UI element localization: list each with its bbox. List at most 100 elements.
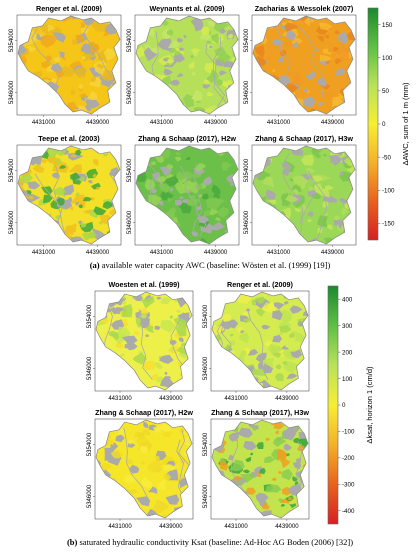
- map-fill: [96, 292, 192, 390]
- y-tick-label: 5346000: [87, 356, 93, 380]
- panel-a-colorbar-label: ΔAWC, sum of 1 m (mm): [401, 82, 410, 166]
- a-map-6: Zhang & Schaap (2017), H3w 5354000 5346000…: [244, 134, 357, 256]
- y-tick-label: 5354000: [9, 28, 15, 52]
- y-tick-label: 5346000: [9, 80, 15, 104]
- x-tick-label: 4431000: [32, 120, 56, 126]
- panel-b-maps: Woesten et al. (1999) 5354000 5346000 44310…: [87, 280, 310, 530]
- y-tick-label: 5346000: [244, 80, 250, 104]
- map-frame: [94, 290, 194, 392]
- panel-b-caption-text: saturated hydraulic conductivity Ksat (b…: [77, 537, 353, 547]
- x-tick-label: 4439000: [204, 120, 228, 126]
- y-tick-label: 5354000: [244, 28, 250, 52]
- a-map-2: Weynants et al. (2009) 5354000 5346000 4431…: [127, 4, 240, 126]
- map-fill: [18, 16, 120, 114]
- map-title: Zhang & Schaap (2017), H2w: [138, 134, 236, 143]
- panel-a-maps: Renger et al. (2009) 5354000 5346000 443100…: [9, 4, 357, 256]
- x-tick-label: 4431000: [224, 524, 248, 530]
- x-tick-label: 4439000: [321, 250, 345, 256]
- y-tick-label: 5354000: [203, 432, 209, 456]
- b-map-4: Zhang & Schaap (2017), H3w 5354000 5346000…: [203, 408, 310, 530]
- y-tick-label: 5346000: [203, 484, 209, 508]
- colorbar-tick-label: -200: [342, 455, 355, 462]
- map-fill: [212, 292, 308, 390]
- x-tick-label: 4439000: [275, 524, 299, 530]
- map-title: Renger et al. (2009): [36, 4, 103, 13]
- map-fill: [136, 146, 238, 244]
- map-fill: [212, 420, 308, 518]
- x-tick-label: 4431000: [108, 396, 132, 402]
- colorbar-tick-label: 100: [342, 376, 353, 383]
- b-map-1: Woesten et al. (1999) 5354000 5346000 44310…: [87, 280, 194, 402]
- map-fill: [96, 420, 192, 518]
- colorbar-tick-label: -100: [342, 429, 355, 436]
- y-tick-label: 5346000: [127, 80, 133, 104]
- panel-a-colorbar-ticks: 150 100 50 0 -50 -100 -150: [378, 22, 395, 228]
- x-tick-label: 4431000: [224, 396, 248, 402]
- map-title: Zhang & Schaap (2017), H3w: [211, 408, 309, 417]
- map-title: Weynants et al. (2009): [150, 4, 226, 13]
- y-tick-label: 5354000: [127, 28, 133, 52]
- map-frame: [16, 144, 122, 246]
- x-tick-label: 4431000: [32, 250, 56, 256]
- x-tick-label: 4431000: [267, 250, 291, 256]
- map-title: Zhang & Schaap (2017), H2w: [95, 408, 193, 417]
- x-tick-label: 4439000: [159, 396, 183, 402]
- colorbar-tick-label: -150: [382, 221, 395, 228]
- colorbar-tick-label: 300: [342, 323, 353, 330]
- x-tick-label: 4439000: [275, 396, 299, 402]
- panel-a-colorbar: 150 100 50 0 -50 -100 -150 ΔAWC, sum of 1 m (m…: [367, 7, 410, 241]
- map-title: Renger et al. (2009): [227, 280, 294, 289]
- map-title: Zacharias & Wessolek (2007): [255, 4, 354, 13]
- map-fill: [136, 16, 238, 114]
- map-frame: [210, 290, 310, 392]
- colorbar-tick-label: -50: [382, 154, 392, 161]
- x-tick-label: 4439000: [86, 250, 110, 256]
- y-tick-label: 5346000: [87, 484, 93, 508]
- y-tick-label: 5354000: [87, 432, 93, 456]
- map-fill: [253, 146, 355, 244]
- panel-b-colorbar-label: Δksat, horizon 1 (cm/d): [365, 366, 374, 444]
- colorbar-tick-label: 200: [342, 349, 353, 356]
- map-frame: [210, 418, 310, 520]
- y-tick-label: 5354000: [87, 304, 93, 328]
- map-frame: [251, 144, 357, 246]
- a-map-5: Zhang & Schaap (2017), H2w 5354000 5346000…: [127, 134, 240, 256]
- x-tick-label: 4439000: [321, 120, 345, 126]
- b-map-2: Renger et al. (2009) 5354000 5346000 443100…: [203, 280, 310, 402]
- y-tick-label: 5346000: [244, 210, 250, 234]
- x-tick-label: 4431000: [267, 120, 291, 126]
- panel-a-caption-letter: (a): [90, 260, 100, 270]
- y-tick-label: 5354000: [127, 158, 133, 182]
- x-tick-label: 4431000: [150, 120, 174, 126]
- colorbar-tick-label: 100: [382, 55, 393, 62]
- x-tick-label: 4431000: [150, 250, 174, 256]
- y-tick-label: 5354000: [9, 158, 15, 182]
- map-title: Teepe et al. (2003): [38, 134, 100, 143]
- y-tick-label: 5346000: [127, 210, 133, 234]
- panel-a-caption-text: available water capacity AWC (baseline: …: [100, 260, 331, 270]
- map-frame: [134, 144, 240, 246]
- a-map-3: Zacharias & Wessolek (2007) 5354000 534600…: [244, 4, 357, 126]
- panel-b-colorbar: 400 300 200 100 0 -100 -200 -300 -400 Δksat, hor…: [327, 285, 374, 525]
- a-map-1: Renger et al. (2009) 5354000 5346000 443100…: [9, 4, 122, 126]
- colorbar-tick-label: 0: [382, 121, 386, 128]
- map-title: Woesten et al. (1999): [109, 280, 181, 289]
- panel-b-caption-letter: (b): [67, 537, 78, 547]
- colorbar-tick-label: -100: [382, 187, 395, 194]
- a-map-4: Teepe et al. (2003) 5354000 5346000 4431000…: [9, 134, 122, 256]
- panel-a-colorbar-gradient: [367, 7, 379, 241]
- colorbar-tick-label: -400: [342, 508, 355, 515]
- map-frame: [16, 14, 122, 116]
- y-tick-label: 5354000: [203, 304, 209, 328]
- y-tick-label: 5354000: [244, 158, 250, 182]
- b-map-3: Zhang & Schaap (2017), H2w 5354000 5346000…: [87, 408, 193, 530]
- y-tick-label: 5346000: [9, 210, 15, 234]
- panel-b-caption: (b) saturated hydraulic conductivity Ksa…: [67, 537, 353, 547]
- colorbar-tick-label: -300: [342, 482, 355, 489]
- panel-a-caption: (a) available water capacity AWC (baseli…: [90, 260, 331, 270]
- map-frame: [134, 14, 240, 116]
- colorbar-tick-label: 150: [382, 22, 393, 29]
- x-tick-label: 4439000: [86, 120, 110, 126]
- x-tick-label: 4431000: [108, 524, 132, 530]
